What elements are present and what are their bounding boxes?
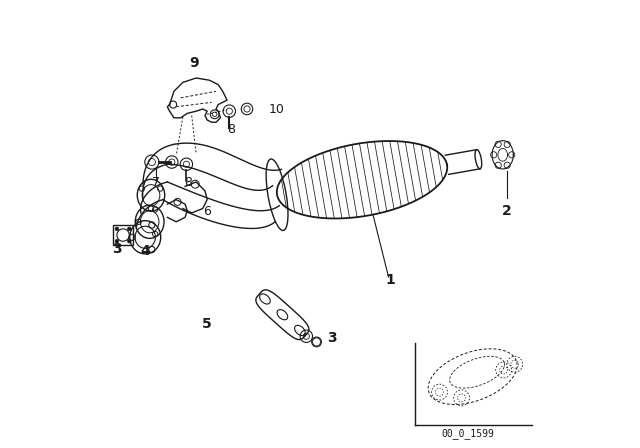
Text: 7: 7 xyxy=(152,177,160,190)
Text: 3: 3 xyxy=(111,242,122,256)
Text: 9: 9 xyxy=(189,56,198,70)
Text: 6: 6 xyxy=(204,205,211,218)
Circle shape xyxy=(127,240,131,243)
Circle shape xyxy=(115,240,118,243)
Text: 2: 2 xyxy=(502,204,512,218)
Text: 5: 5 xyxy=(202,317,212,331)
Text: 8: 8 xyxy=(184,177,193,190)
Text: 00_0_1599: 00_0_1599 xyxy=(442,428,494,439)
Text: 8: 8 xyxy=(227,123,236,136)
Text: 4: 4 xyxy=(140,244,150,258)
Text: 10: 10 xyxy=(268,103,284,116)
Circle shape xyxy=(115,227,118,231)
Text: 3: 3 xyxy=(327,331,337,345)
Text: 1: 1 xyxy=(386,273,396,287)
Circle shape xyxy=(127,227,131,231)
